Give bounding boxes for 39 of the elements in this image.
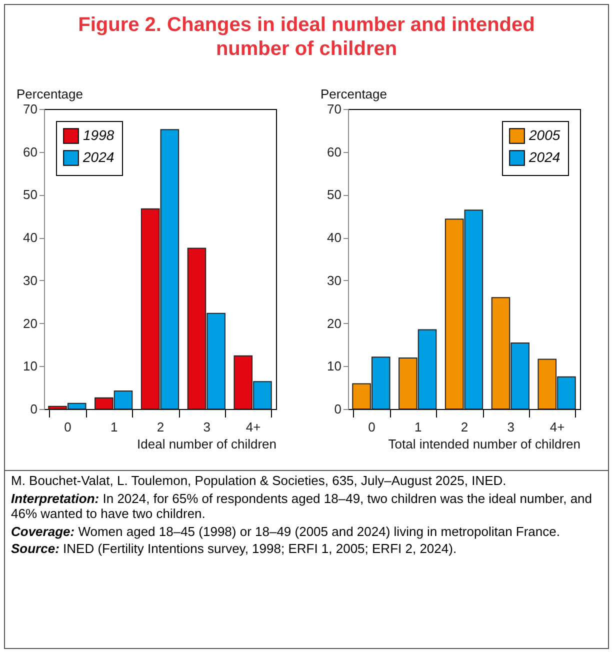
x-tick-label: 3 — [203, 420, 211, 434]
y-tick-label: 20 — [327, 316, 342, 331]
y-tick-label: 10 — [23, 358, 38, 374]
x-tick-label: 2 — [460, 420, 468, 434]
y-tick-label: 40 — [23, 230, 38, 246]
x-tick-label: 1 — [414, 420, 422, 434]
legend-label: 1998 — [83, 127, 114, 143]
y-tick-label: 70 — [327, 102, 342, 116]
text: Coverage: Women aged 18–45 (1998) or 18–49 (2005 and 2024) living in metropolitan France. — [11, 524, 561, 540]
x-axis-title: Ideal number of children — [137, 436, 276, 452]
source-note: Source: INED (Fertility Intentions survey, 1998; ERFI 1, 2005; ERFI 2, 2024). — [11, 541, 458, 557]
x-tick-label: 0 — [64, 420, 72, 434]
x-tick-label: 4+ — [550, 420, 565, 434]
y-tick-label: 60 — [23, 144, 38, 160]
y-tick-label: 60 — [327, 144, 342, 160]
y-tick-label: 70 — [23, 102, 38, 116]
y-tick-label: 50 — [327, 187, 342, 202]
y-tick-label: 20 — [23, 316, 38, 331]
legend-label: 2005 — [528, 127, 560, 143]
x-tick-label: 2 — [156, 420, 164, 434]
y-tick-label: 0 — [30, 402, 38, 416]
y-tick-label: 0 — [334, 402, 342, 416]
x-tick-label: 0 — [368, 420, 376, 434]
y-tick-label: 30 — [327, 272, 342, 288]
text: M. Bouchet-Valat, L. Toulemon, Population & Societies, 635, July–August 2025, INED. — [11, 473, 508, 489]
y-tick-label: 50 — [23, 187, 38, 202]
y-axis-title: Percentage — [320, 86, 387, 102]
x-tick-label: 1 — [110, 420, 118, 434]
y-tick-label: 10 — [327, 358, 342, 374]
x-tick-label: 3 — [507, 420, 515, 434]
y-axis-title: Percentage — [16, 86, 83, 102]
legend-label: 2024 — [82, 149, 114, 165]
chart-title: Figure 2. Changes in ideal number and intended number of children — [77, 13, 536, 61]
text: Interpretation: In 2024, for 65% of respondents aged 18–49, two children was the ideal number, and 46% wanted to have two children. — [11, 490, 594, 522]
x-tick-label: 4+ — [246, 420, 261, 434]
legend-label: 2024 — [528, 149, 560, 165]
x-axis-title: Total intended number of children — [388, 436, 580, 452]
y-tick-label: 40 — [327, 230, 342, 246]
y-tick-label: 30 — [23, 272, 38, 288]
